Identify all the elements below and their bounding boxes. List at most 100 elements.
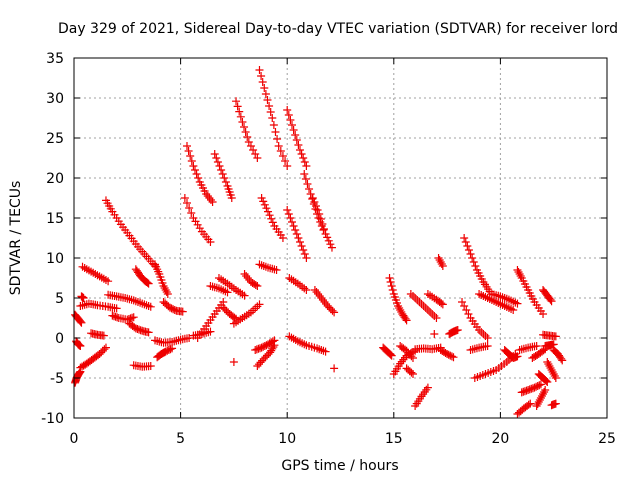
data-point	[206, 196, 215, 204]
data-point	[286, 214, 295, 222]
series-arc-45	[385, 274, 411, 325]
series-arc-67	[515, 342, 541, 354]
data-point	[461, 238, 470, 246]
x-tick-label: 15	[385, 431, 403, 447]
series-arc-11	[108, 311, 138, 324]
series-arc-38	[285, 274, 311, 294]
data-point	[426, 308, 435, 316]
data-point	[297, 242, 306, 250]
series-arc-74	[543, 358, 560, 382]
x-tick-label: 10	[278, 431, 296, 447]
data-point	[483, 334, 492, 342]
data-point	[423, 383, 432, 392]
data-point	[284, 111, 293, 119]
data-point	[321, 230, 330, 238]
series-arc-07	[78, 262, 113, 286]
data-point	[386, 350, 395, 359]
data-point	[447, 352, 456, 361]
data-point	[535, 381, 544, 390]
data-point	[283, 162, 292, 170]
data-point	[551, 399, 560, 408]
data-point	[208, 198, 217, 206]
data-point	[316, 215, 325, 223]
data-point	[212, 154, 221, 162]
data-point	[302, 162, 311, 170]
data-point	[129, 313, 138, 322]
data-point	[550, 372, 559, 380]
series-arc-72	[539, 330, 560, 341]
data-point	[305, 185, 314, 193]
data-point	[423, 306, 432, 314]
series-arc-19	[180, 194, 215, 246]
data-point	[315, 210, 324, 218]
series-arc-27	[229, 300, 264, 328]
series-arc-65	[513, 399, 535, 418]
series-arc-08	[87, 329, 108, 340]
x-tick-label: 0	[70, 431, 79, 447]
data-point	[271, 128, 280, 136]
series-arc-03	[71, 310, 86, 327]
data-point	[302, 254, 311, 262]
data-point	[238, 118, 247, 126]
data-point	[513, 299, 522, 308]
series-arc-23	[206, 282, 232, 297]
series-arc-59	[466, 342, 492, 354]
data-point	[428, 310, 437, 318]
data-point	[413, 296, 422, 304]
series-arc-49	[406, 290, 441, 322]
data-point	[218, 170, 227, 178]
data-point	[283, 106, 292, 114]
series-arc-02	[76, 343, 110, 372]
data-point	[319, 225, 328, 233]
data-point	[112, 304, 121, 313]
data-point	[515, 270, 524, 278]
data-point	[104, 277, 113, 286]
data-point	[144, 279, 153, 288]
data-point	[303, 180, 312, 188]
data-point	[281, 157, 290, 165]
data-point	[253, 154, 262, 162]
data-point	[146, 302, 155, 311]
series-arc-61	[475, 290, 518, 314]
data-point	[297, 150, 306, 158]
data-point	[276, 147, 285, 155]
series-arc-55	[430, 330, 439, 338]
data-point	[302, 286, 311, 294]
data-point	[182, 199, 191, 207]
data-point	[387, 351, 396, 360]
series-arc-29	[232, 97, 262, 162]
data-point	[187, 157, 196, 165]
data-point	[294, 234, 303, 242]
series-arc-39	[285, 332, 330, 356]
data-point	[184, 147, 193, 155]
data-point	[236, 112, 245, 121]
data-point	[466, 250, 475, 258]
data-point	[270, 341, 279, 350]
data-point	[421, 304, 430, 312]
data-point	[144, 328, 153, 337]
data-point	[100, 345, 109, 354]
y-tick-labels: -10 -5 0 5 10 15 20 25 30 35	[41, 51, 64, 427]
data-point	[460, 302, 469, 310]
data-point	[240, 123, 249, 131]
data-point	[283, 206, 292, 214]
data-point	[75, 316, 84, 325]
data-point	[269, 121, 278, 129]
data-point	[481, 332, 490, 340]
series-arc-36	[283, 106, 311, 170]
data-point	[436, 258, 445, 266]
data-point	[546, 295, 555, 304]
series-arc-75	[549, 346, 567, 365]
data-point	[468, 254, 477, 262]
data-point	[185, 334, 194, 342]
data-point	[180, 194, 189, 202]
data-point	[294, 141, 303, 149]
data-point	[509, 306, 518, 314]
data-point	[163, 290, 172, 298]
series-arc-58	[460, 234, 494, 296]
data-point	[265, 102, 274, 110]
data-point	[387, 282, 396, 290]
data-point	[240, 291, 249, 300]
data-point	[244, 138, 253, 146]
data-point	[272, 266, 281, 274]
